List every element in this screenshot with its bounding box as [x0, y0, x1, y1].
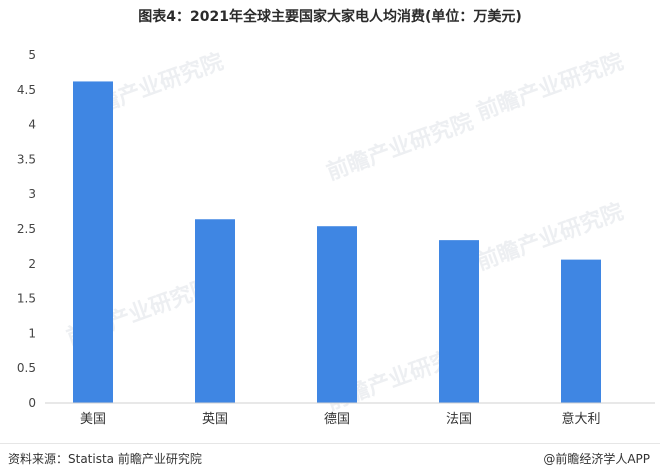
y-tick-label: 3 [28, 187, 36, 201]
bar-3 [439, 240, 479, 403]
watermark-text: 前瞻产业研究院 [323, 109, 477, 186]
x-tick-label: 法国 [446, 412, 472, 427]
watermark-text: 前瞻产业研究院 [473, 49, 627, 126]
bar-2 [317, 226, 357, 403]
y-tick-label: 4 [28, 118, 36, 132]
bar-chart: 前瞻产业研究院前瞻产业研究院前瞻产业研究院前瞻产业研究院前瞻产业研究院前瞻产业研… [17, 48, 655, 427]
x-tick-label: 英国 [202, 412, 228, 427]
x-tick-label: 意大利 [561, 411, 600, 427]
x-tick-label: 美国 [80, 412, 106, 427]
y-tick-label: 1.5 [17, 292, 36, 306]
y-tick-label: 4.5 [17, 83, 36, 97]
bar-1 [195, 219, 235, 403]
y-tick-label: 0 [28, 396, 36, 410]
bar-0 [73, 81, 113, 403]
x-axis: 美国 英国 德国 法国 意大利 [45, 402, 655, 427]
y-tick-label: 0.5 [17, 361, 36, 375]
y-tick-label: 2 [28, 257, 36, 271]
source-note: 资料来源：Statista 前瞻产业研究院 [8, 452, 202, 466]
y-tick-label: 3.5 [17, 152, 36, 166]
y-axis: 0 0.5 1 1.5 2 2.5 3 3.5 4 4.5 5 [17, 48, 36, 410]
bar-4 [561, 259, 601, 403]
y-tick-label: 1 [28, 326, 36, 340]
chart-title: 图表4：2021年全球主要国家大家电人均消费(单位：万美元) [138, 9, 522, 25]
watermark-text: 前瞻产业研究院 [473, 199, 627, 276]
y-tick-label: 5 [28, 48, 36, 62]
bars [73, 81, 601, 403]
y-tick-label: 2.5 [17, 222, 36, 236]
x-tick-label: 德国 [324, 412, 350, 427]
brand-credit: @前瞻经济学人APP [543, 452, 650, 466]
footer: 资料来源：Statista 前瞻产业研究院 @前瞻经济学人APP [0, 443, 660, 474]
